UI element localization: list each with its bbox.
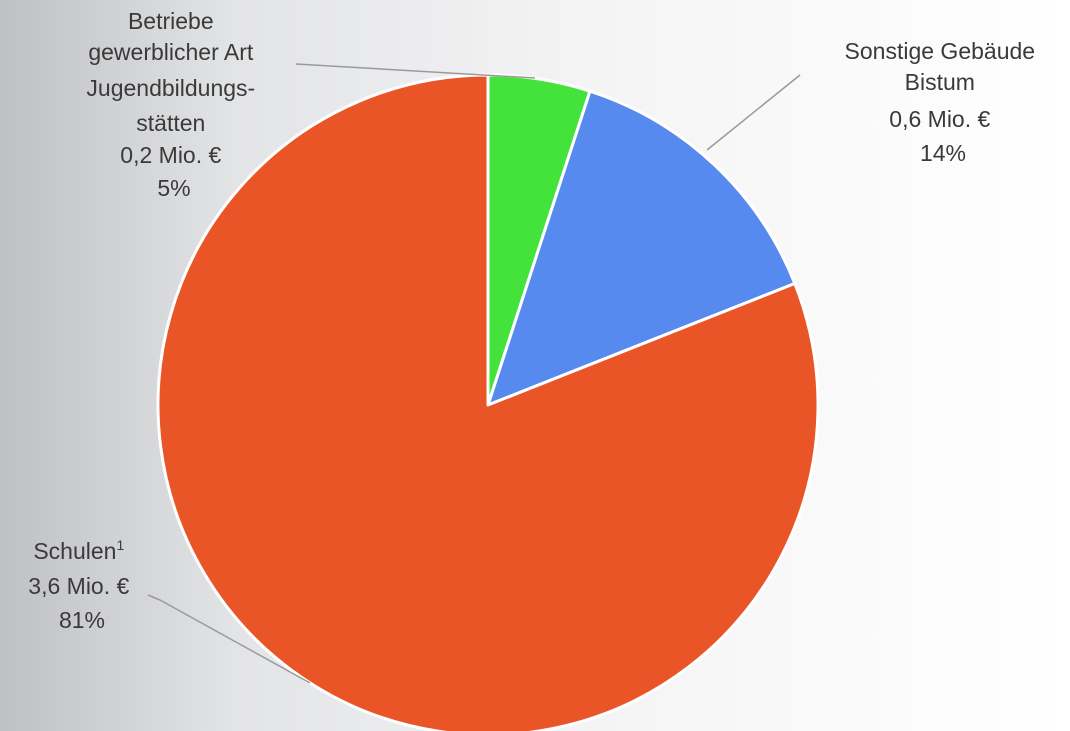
slice-label-betriebe: Betriebe gewerblicher Art Jugendbildungs…: [86, 8, 261, 201]
slice-label-schulen: Schulen1 3,6 Mio. € 81%: [28, 529, 135, 633]
slice-percent-label: 14%: [920, 140, 966, 166]
label-line: Bistum: [905, 69, 975, 95]
label-line: stätten: [136, 110, 205, 136]
slice-label-sonstige: Sonstige Gebäude Bistum 0,6 Mio. € 14%: [845, 38, 1042, 166]
label-line: Sonstige Gebäude: [845, 38, 1036, 64]
label-line: Betriebe: [128, 8, 214, 34]
leader-line-betriebe: [295, 63, 536, 79]
slice-percent-label: 81%: [59, 607, 105, 633]
label-text: Schulen: [33, 538, 116, 564]
leader-line-sonstige: [706, 74, 801, 151]
label-line: gewerblicher Art: [88, 39, 254, 65]
slice-value-label: 0,2 Mio. €: [120, 142, 221, 168]
footnote-mark: 1: [116, 537, 124, 553]
label-line: Jugendbildungs-: [86, 75, 255, 101]
pie-slices: [156, 73, 820, 731]
leader-lines: [147, 63, 801, 684]
slice-percent-label: 5%: [157, 175, 190, 201]
pie-slice-2: [486, 89, 797, 407]
leader-line-schulen: [147, 594, 311, 684]
slice-value-label: 0,6 Mio. €: [889, 106, 990, 132]
slice-value-label: 3,6 Mio. €: [28, 573, 129, 599]
label-line: Schulen1: [33, 537, 124, 564]
pie-slice-3: [156, 73, 820, 731]
